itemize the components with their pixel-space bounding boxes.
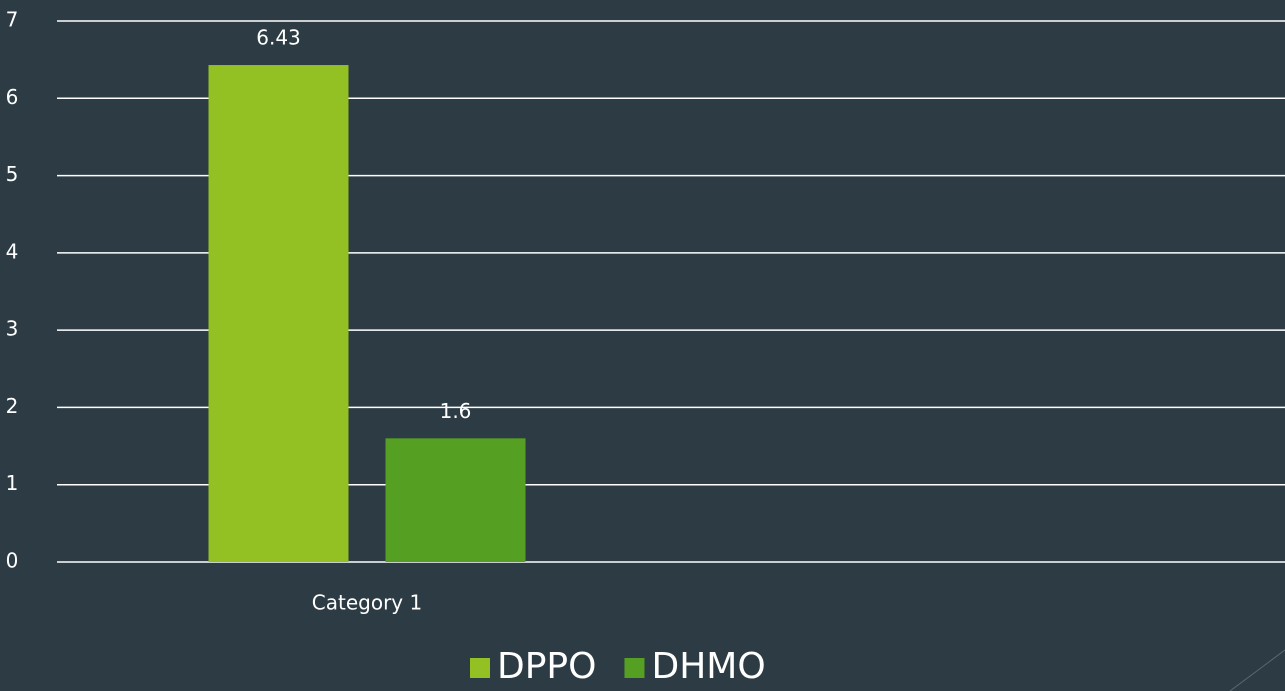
y-tick-label: 3 xyxy=(6,317,19,341)
bar xyxy=(385,438,526,562)
data-label: 1.6 xyxy=(440,399,472,423)
x-tick-label: Category 1 xyxy=(312,591,422,615)
data-label: 6.43 xyxy=(256,26,301,50)
legend-swatch xyxy=(624,658,645,678)
legend-swatch xyxy=(470,658,490,678)
legend-label: DHMO xyxy=(651,646,765,687)
y-tick-label: 4 xyxy=(6,239,19,263)
bar xyxy=(208,65,349,562)
y-tick-label: 5 xyxy=(6,162,19,186)
y-tick-label: 6 xyxy=(6,85,19,109)
legend-label: DPPO xyxy=(497,646,596,687)
y-tick-label: 7 xyxy=(6,8,19,32)
y-tick-label: 0 xyxy=(6,549,19,573)
y-tick-label: 1 xyxy=(6,471,19,495)
decoration xyxy=(1229,649,1285,691)
y-tick-label: 2 xyxy=(6,394,19,418)
